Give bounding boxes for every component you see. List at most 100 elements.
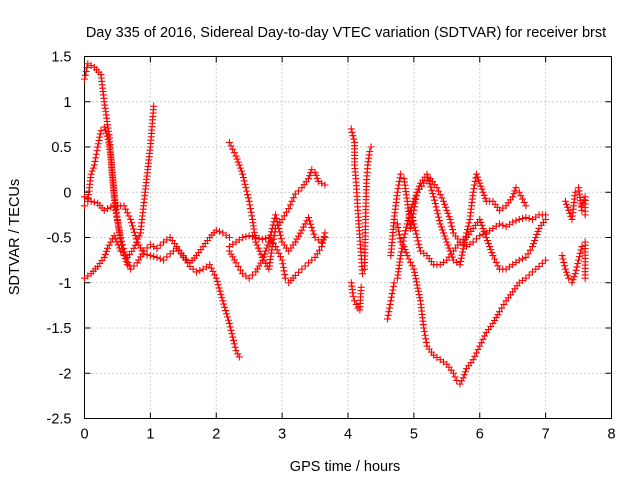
chart-title: Day 335 of 2016, Sidereal Day-to-day VTE… [86,25,606,41]
x-tick-label: 5 [410,427,418,443]
y-tick-label: 0.5 [51,140,71,156]
data-point [500,300,508,308]
data-point [104,244,112,252]
data-point [318,239,326,247]
data-point [225,234,233,241]
data-point [366,148,374,156]
data-point [390,279,398,287]
data-point [571,188,579,196]
data-point [128,222,136,230]
data-point [443,206,451,214]
data-point [436,191,444,199]
data-point [348,128,356,136]
data-point [496,220,504,228]
data-point [421,331,429,339]
data-point [449,226,457,234]
data-point [470,181,478,189]
y-tick-label: -0.5 [47,231,72,247]
data-point [509,193,517,201]
data-point [179,252,187,260]
data-point [478,185,486,193]
data-point [432,203,440,211]
data-point [386,304,394,312]
data-point [485,240,493,248]
data-point [138,247,146,255]
data-point [129,225,137,233]
data-point [403,252,411,260]
data-point [535,262,543,270]
data-point [295,268,303,276]
data-point [276,228,284,236]
data-point [104,205,112,213]
data-point [441,200,449,208]
data-point [347,125,355,133]
data-point [259,253,267,261]
data-point [125,212,133,220]
data-point [226,323,234,331]
data-point [321,229,329,237]
data-point [480,191,488,199]
data-point [227,142,235,150]
data-point [127,215,135,223]
data-point [569,276,577,284]
data-point [123,261,131,269]
data-point [483,237,491,245]
data-point [248,212,256,220]
data-point [477,182,485,190]
data-point [390,215,398,223]
data-point [281,274,289,282]
data-point [298,265,306,273]
data-point [307,220,315,228]
data-point [275,249,283,257]
data-point [512,184,520,192]
data-point [293,235,301,243]
data-point [579,199,587,207]
data-point [127,265,135,273]
data-point [472,349,480,357]
data-point [397,170,405,178]
data-point [258,235,266,243]
data-point [522,253,530,261]
data-point [321,181,329,189]
x-tick-label: 0 [80,427,88,443]
data-point [228,330,236,338]
data-point [412,227,420,235]
data-point [245,197,253,205]
data-point [279,260,287,268]
data-point [233,155,241,163]
data-point [94,143,102,151]
data-point [410,220,418,228]
data-point [224,316,232,324]
data-point [132,235,140,243]
data-point [451,373,459,381]
data-point [476,232,484,240]
data-point [414,237,422,245]
data-point [207,264,215,272]
data-point [248,271,256,279]
data-point [519,255,527,263]
data-point [285,205,293,213]
data-point [301,262,309,270]
data-point [120,202,128,210]
data-point [411,203,419,211]
data-point [522,202,530,210]
data-point [460,371,468,379]
data-point [572,266,580,274]
data-point [212,274,220,282]
data-point [472,170,480,178]
data-point [407,224,415,232]
data-point [558,252,566,260]
data-point [153,244,161,252]
data-point [416,294,424,302]
data-point [273,218,281,226]
data-point [286,201,294,209]
data-point [515,256,523,264]
data-point [407,258,415,266]
x-tick-label: 1 [146,427,154,443]
data-point [290,194,298,202]
data-point [84,60,92,68]
data-point [300,223,308,231]
data-point [264,241,272,249]
data-point [102,129,110,137]
data-point [247,205,255,213]
